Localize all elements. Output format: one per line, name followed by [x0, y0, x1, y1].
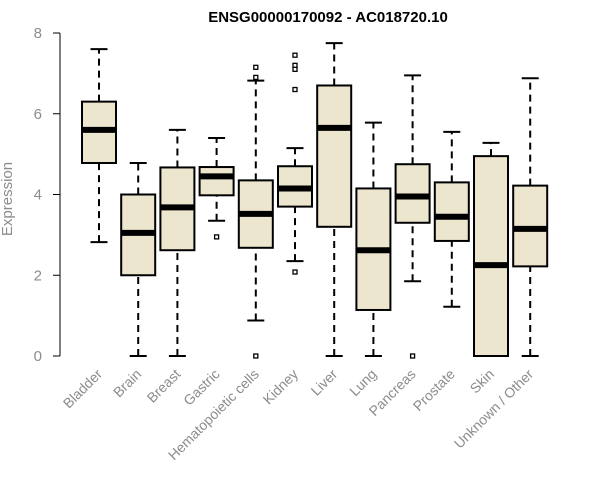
y-tick-label: 4 [34, 187, 42, 204]
y-tick-label: 6 [34, 106, 42, 123]
box-brain [120, 162, 157, 357]
outlier-point [253, 74, 259, 81]
box-skin [473, 141, 509, 357]
box-pancreas [394, 74, 431, 359]
x-tick-label: Prostate [410, 366, 458, 414]
y-axis-label: Expression [0, 162, 16, 236]
box-gastric [198, 136, 235, 240]
box-prostate [433, 130, 470, 308]
iqr-box [198, 166, 235, 197]
outlier-point [213, 234, 220, 240]
x-tick-label: Kidney [260, 366, 302, 408]
box-bladder [81, 48, 117, 244]
x-tick-label: Brain [110, 366, 144, 400]
y-tick-label: 0 [34, 348, 42, 365]
box-breast [159, 128, 196, 357]
y-tick-label: 8 [34, 25, 42, 42]
box-liver [316, 42, 353, 357]
x-tick-label: Bladder [60, 366, 106, 412]
iqr-box [473, 155, 509, 357]
chart-title: ENSG00000170092 - AC018720.10 [208, 9, 448, 26]
box-kidney [277, 52, 313, 275]
outlier-point [292, 86, 298, 93]
outlier-point [292, 52, 298, 58]
x-tick-label: Lung [346, 366, 379, 399]
y-tick-label: 2 [34, 267, 42, 284]
iqr-box [433, 181, 470, 242]
box-unknown-other [512, 77, 549, 357]
outlier-point [292, 269, 298, 275]
outlier-point [253, 353, 259, 359]
iqr-box [316, 84, 353, 228]
x-tick-label: Skin [467, 366, 498, 397]
x-tick-label: Breast [144, 366, 184, 406]
iqr-box [394, 163, 431, 224]
y-axis: 0 2 4 6 8 [34, 25, 61, 365]
box-lung [355, 121, 392, 357]
outlier-point [409, 353, 416, 359]
box-hematopoietic-cells [237, 64, 274, 359]
x-tick-label: Liver [308, 366, 341, 399]
outlier-point [253, 64, 259, 70]
boxes-layer [81, 42, 549, 359]
outlier-point [292, 62, 298, 68]
